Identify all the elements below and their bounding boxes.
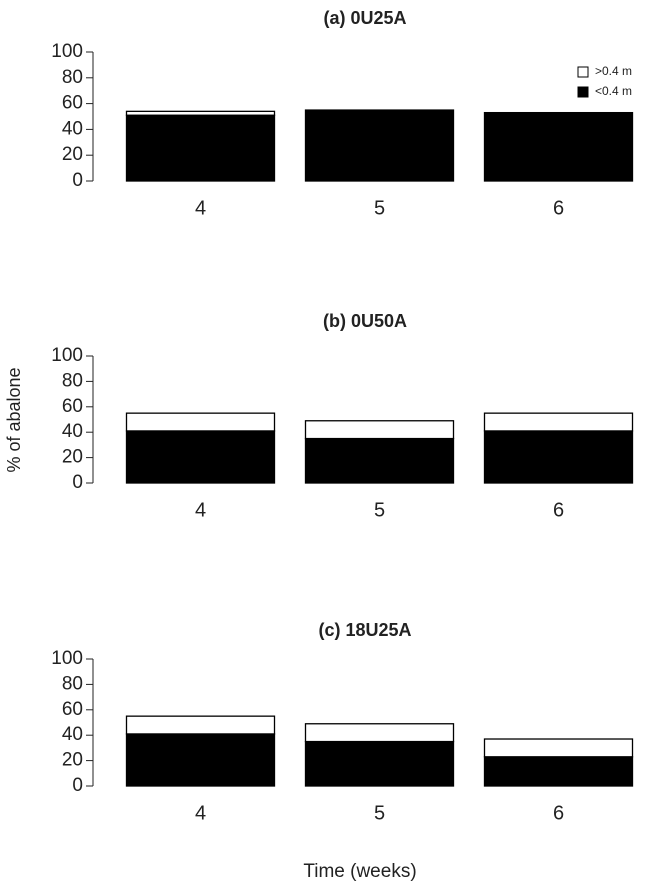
legend-swatch bbox=[577, 66, 589, 78]
bar-segment bbox=[125, 110, 276, 116]
y-tick-label: 100 bbox=[51, 648, 83, 669]
bar-segment bbox=[483, 412, 634, 432]
x-axis-label: Time (weeks) bbox=[303, 861, 416, 882]
bar-segment bbox=[483, 111, 634, 182]
legend-label: >0.4 m bbox=[595, 64, 632, 78]
y-tick-label: 80 bbox=[62, 370, 83, 391]
x-tick-label: 5 bbox=[374, 499, 385, 521]
y-tick-label: 40 bbox=[62, 118, 83, 139]
chart-title: (b) 0U50A bbox=[323, 311, 407, 331]
x-tick-label: 6 bbox=[553, 197, 564, 219]
bar-segment bbox=[304, 437, 455, 484]
y-tick-label: 80 bbox=[62, 673, 83, 694]
bar-segment bbox=[483, 756, 634, 787]
x-tick-label: 4 bbox=[195, 802, 206, 824]
y-tick-label: 80 bbox=[62, 67, 83, 88]
bar-segment bbox=[125, 114, 276, 182]
y-tick-label: 20 bbox=[62, 447, 83, 468]
y-tick-label: 40 bbox=[62, 724, 83, 745]
bar-segment bbox=[125, 733, 276, 787]
x-tick-label: 4 bbox=[195, 499, 206, 521]
y-tick-label: 0 bbox=[72, 472, 83, 493]
chart-title: (a) 0U25A bbox=[323, 8, 406, 28]
bar-segment bbox=[483, 430, 634, 484]
bar-segment bbox=[304, 723, 455, 743]
bar-segment bbox=[125, 715, 276, 735]
bar-segment bbox=[304, 740, 455, 787]
x-tick-label: 6 bbox=[553, 499, 564, 521]
y-tick-label: 60 bbox=[62, 93, 83, 114]
legend-label: <0.4 m bbox=[595, 84, 632, 98]
y-tick-label: 20 bbox=[62, 750, 83, 771]
y-tick-label: 0 bbox=[72, 775, 83, 796]
x-tick-label: 6 bbox=[553, 802, 564, 824]
y-axis-label: % of abalone bbox=[4, 367, 24, 472]
y-tick-label: 60 bbox=[62, 396, 83, 417]
chart-title: (c) 18U25A bbox=[318, 620, 411, 640]
x-tick-label: 5 bbox=[374, 197, 385, 219]
bar-segment bbox=[304, 109, 455, 182]
bar-segment bbox=[125, 430, 276, 484]
x-tick-label: 4 bbox=[195, 197, 206, 219]
y-tick-label: 40 bbox=[62, 421, 83, 442]
y-tick-label: 100 bbox=[51, 41, 83, 62]
bar-segment bbox=[304, 420, 455, 440]
y-tick-label: 100 bbox=[51, 345, 83, 366]
x-tick-label: 5 bbox=[374, 802, 385, 824]
y-tick-label: 0 bbox=[72, 170, 83, 191]
bar-segment bbox=[483, 738, 634, 758]
y-tick-label: 20 bbox=[62, 144, 83, 165]
y-tick-label: 60 bbox=[62, 699, 83, 720]
bar-segment bbox=[125, 412, 276, 432]
legend-swatch bbox=[577, 86, 589, 98]
